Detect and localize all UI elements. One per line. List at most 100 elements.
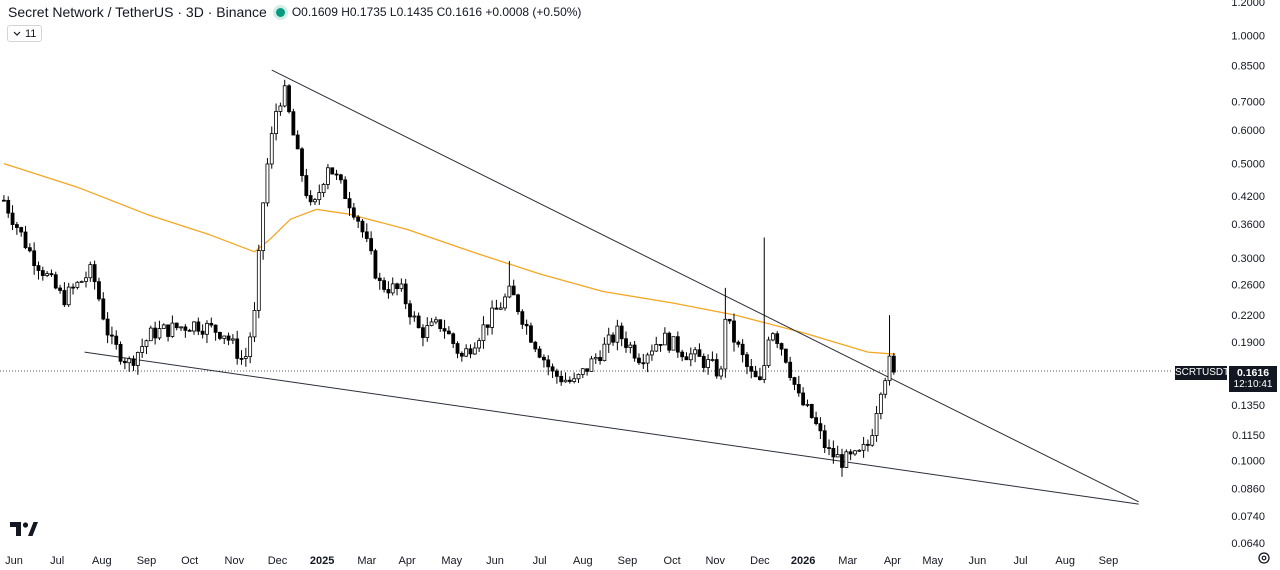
candle bbox=[593, 353, 598, 364]
candle bbox=[421, 324, 425, 347]
x-tick-label: May bbox=[922, 555, 943, 567]
candle bbox=[701, 353, 706, 373]
candle bbox=[192, 321, 196, 335]
candle bbox=[529, 322, 533, 343]
candle bbox=[287, 84, 291, 114]
candle bbox=[230, 334, 235, 345]
candle bbox=[19, 226, 24, 237]
candle bbox=[75, 281, 80, 290]
candle bbox=[576, 373, 581, 383]
candle bbox=[446, 326, 451, 335]
upper-trendline[interactable] bbox=[271, 69, 1139, 503]
symbol-title[interactable]: Secret Network / TetherUS · 3D · Binance bbox=[8, 4, 267, 20]
candle bbox=[706, 354, 710, 375]
x-tick-label: Sep bbox=[137, 555, 157, 567]
candle bbox=[814, 411, 818, 426]
candle bbox=[801, 387, 806, 407]
candle bbox=[32, 242, 37, 275]
candle bbox=[662, 327, 667, 346]
x-tick-label: Jul bbox=[1014, 555, 1028, 567]
y-tick-label: 0.1900 bbox=[1231, 337, 1265, 349]
current-price-box: 0.1616 12:10:41 bbox=[1229, 366, 1277, 392]
candle bbox=[654, 336, 659, 352]
chevron-down-icon bbox=[13, 28, 21, 40]
candle bbox=[412, 311, 417, 322]
candle bbox=[377, 272, 382, 290]
candle bbox=[308, 190, 313, 206]
price-axis[interactable]: 1.2000 1.0000 0.8500 0.7000 0.6000 0.5000 0.42… bbox=[1231, 0, 1265, 550]
candle bbox=[261, 202, 266, 260]
candle bbox=[809, 403, 814, 419]
chart-header: Secret Network / TetherUS · 3D · Binance… bbox=[8, 4, 585, 20]
time-axis[interactable]: Jun Jul Aug Sep Oct Nov Dec 2025 Mar Apr May Jun Jul… bbox=[5, 555, 1118, 567]
candle bbox=[53, 271, 58, 290]
bar-countdown: 12:10:41 bbox=[1233, 379, 1273, 390]
candle bbox=[675, 331, 680, 358]
candle bbox=[848, 449, 853, 461]
candle bbox=[680, 349, 685, 362]
y-tick-label: 0.2200 bbox=[1231, 310, 1265, 322]
candle bbox=[485, 324, 490, 336]
candle bbox=[291, 108, 296, 136]
candle bbox=[481, 316, 486, 349]
candle bbox=[278, 102, 283, 116]
candle bbox=[637, 353, 641, 365]
y-tick-label: 0.4200 bbox=[1231, 191, 1265, 203]
candle bbox=[870, 428, 875, 447]
candle bbox=[14, 221, 19, 235]
candle bbox=[464, 344, 469, 358]
candle bbox=[79, 280, 84, 283]
candle bbox=[520, 309, 525, 330]
candle bbox=[84, 271, 88, 288]
candle bbox=[416, 312, 421, 329]
candle bbox=[459, 351, 464, 362]
candle bbox=[373, 248, 378, 280]
candle bbox=[252, 302, 257, 343]
candle bbox=[282, 79, 287, 108]
candle bbox=[498, 302, 503, 310]
candle bbox=[688, 347, 693, 367]
tradingview-logo-icon[interactable] bbox=[10, 522, 38, 541]
candle bbox=[606, 327, 611, 353]
candle bbox=[503, 293, 507, 311]
candle bbox=[343, 176, 348, 200]
candle bbox=[114, 330, 119, 350]
candle bbox=[403, 278, 408, 310]
candle bbox=[796, 375, 801, 397]
candle bbox=[775, 331, 780, 349]
candle bbox=[36, 261, 41, 280]
x-tick-label: Jul bbox=[50, 555, 64, 567]
candle bbox=[226, 332, 231, 346]
y-tick-label: 0.6000 bbox=[1231, 125, 1265, 137]
candle bbox=[585, 368, 590, 376]
candle bbox=[66, 282, 71, 307]
candle bbox=[369, 231, 374, 255]
candle bbox=[550, 363, 555, 379]
candle bbox=[589, 355, 594, 372]
candle bbox=[161, 323, 166, 329]
x-tick-label: Dec bbox=[268, 555, 288, 567]
candle bbox=[157, 320, 162, 341]
x-tick-label: Mar bbox=[838, 555, 857, 567]
y-tick-label: 0.1350 bbox=[1231, 400, 1265, 412]
candle bbox=[723, 287, 728, 378]
indicators-toggle[interactable]: 11 bbox=[7, 25, 43, 42]
candle bbox=[200, 324, 205, 339]
candle bbox=[736, 340, 741, 348]
candle bbox=[719, 365, 723, 380]
candle bbox=[727, 318, 732, 324]
candle bbox=[442, 319, 447, 339]
trendlines[interactable] bbox=[84, 69, 1139, 505]
lower-trendline[interactable] bbox=[84, 351, 1139, 505]
candle bbox=[805, 399, 810, 408]
settings-gear-icon[interactable] bbox=[1257, 551, 1271, 565]
candle bbox=[693, 346, 698, 363]
candle bbox=[628, 341, 633, 354]
candle bbox=[390, 277, 395, 296]
candle bbox=[883, 377, 888, 399]
candle bbox=[671, 336, 676, 351]
candle bbox=[710, 351, 715, 362]
candle bbox=[364, 223, 369, 243]
candle bbox=[110, 326, 114, 345]
